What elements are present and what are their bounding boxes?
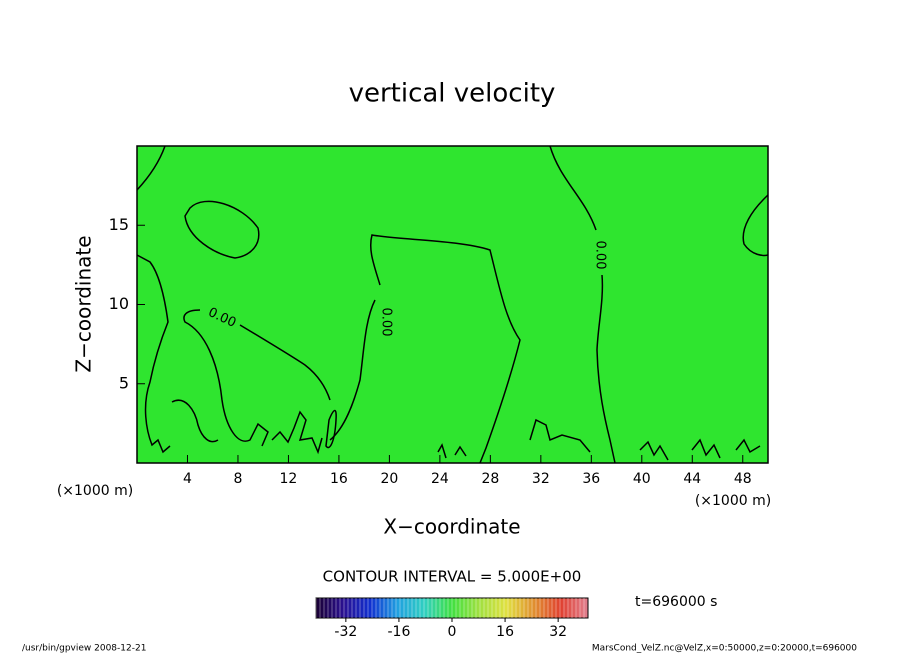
x-tick-label: 40 — [633, 471, 651, 487]
x-tick-label: 4 — [183, 471, 192, 487]
colorbar-tick-label: 32 — [549, 624, 567, 640]
x-unit: (×1000 m) — [695, 493, 771, 509]
x-tick-label: 48 — [734, 471, 752, 487]
footer-right: MarsCond_VelZ.nc@VelZ,x=0:50000,z=0:2000… — [592, 644, 857, 654]
colorbar-tick-label: 0 — [448, 624, 457, 640]
x-unit: (×1000 m) — [57, 483, 133, 499]
x-tick-label: 20 — [380, 471, 398, 487]
y-tick-label: 15 — [109, 215, 129, 234]
field — [137, 146, 768, 463]
colorbar-tick-label: -32 — [334, 624, 357, 640]
plot-area: 0.00 0.00 0.00 — [136, 145, 769, 464]
contour-line — [271, 410, 761, 461]
x-tick-label: 32 — [532, 471, 550, 487]
x-axis-label: X−coordinate — [383, 515, 520, 539]
x-tick-label: 16 — [330, 471, 348, 487]
contour-line — [596, 274, 616, 464]
contour-line — [171, 399, 219, 443]
y-tick-label: 5 — [119, 373, 129, 392]
x-tick-label: 8 — [233, 471, 242, 487]
contour-line — [742, 194, 769, 257]
contour-line — [136, 254, 171, 454]
contour-line — [549, 145, 597, 231]
footer-left: /usr/bin/gpview 2008-12-21 — [22, 644, 146, 654]
contour-line — [329, 299, 376, 441]
chart-title: vertical velocity — [349, 79, 556, 109]
contour-interval: CONTOUR INTERVAL = 5.000E+00 — [323, 568, 582, 586]
x-tick-label: 44 — [683, 471, 701, 487]
colorbar-tick-label: 16 — [496, 624, 514, 640]
contour-line — [369, 234, 521, 464]
x-tick-label: 12 — [280, 471, 298, 487]
contour-line — [239, 324, 331, 401]
contours — [136, 145, 769, 464]
y-tick-label: 10 — [109, 294, 129, 313]
x-tick-label: 36 — [582, 471, 600, 487]
y-axis-label: Z−coordinate — [72, 235, 96, 372]
x-tick-label: 28 — [481, 471, 499, 487]
contour-line — [136, 145, 166, 191]
contour-label: 0.00 — [593, 241, 608, 270]
contour-line — [183, 309, 269, 447]
contour-label: 0.00 — [379, 308, 394, 337]
time-label: t=696000 s — [635, 594, 717, 610]
colorbar-tick-label: -16 — [387, 624, 410, 640]
contour-line — [184, 200, 260, 259]
contour-line — [325, 409, 337, 449]
x-tick-label: 24 — [431, 471, 449, 487]
